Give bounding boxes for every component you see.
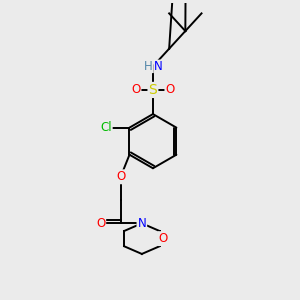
Text: N: N xyxy=(137,217,146,230)
Text: O: O xyxy=(96,217,105,230)
Text: H: H xyxy=(144,60,153,73)
Text: S: S xyxy=(148,83,157,97)
Text: O: O xyxy=(165,83,175,96)
Text: O: O xyxy=(131,83,140,96)
Text: Cl: Cl xyxy=(100,121,112,134)
Text: O: O xyxy=(116,170,125,183)
Text: O: O xyxy=(158,232,168,245)
Text: N: N xyxy=(154,60,162,73)
